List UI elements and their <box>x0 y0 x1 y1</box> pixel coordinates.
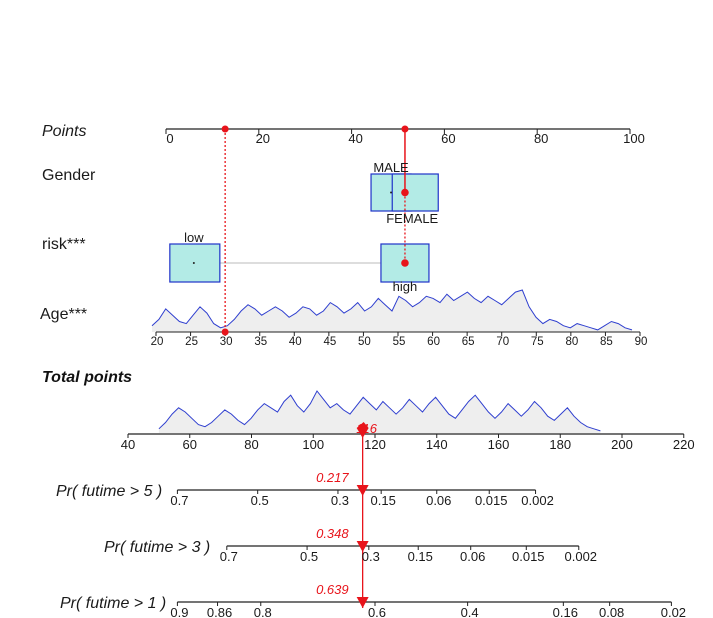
risk-low-label: low <box>184 230 204 245</box>
total-density-line <box>158 390 601 432</box>
prob-tick-label: 0.4 <box>461 605 479 618</box>
total-tick-label: 180 <box>549 437 571 452</box>
points-axis-label: Points <box>42 123 86 140</box>
age-selection-top-marker <box>221 125 229 133</box>
total-tick-label: 200 <box>611 437 633 452</box>
total-tick-label: 140 <box>426 437 448 452</box>
prob-tick-label: 0.015 <box>475 493 508 508</box>
total-points-value: 116 <box>356 421 377 436</box>
prob-label-3yr: Pr( futime > 3 ) <box>104 539 210 556</box>
prob-label-5yr: Pr( futime > 5 ) <box>56 483 162 500</box>
total-tick-label: 160 <box>488 437 510 452</box>
prob-tick-label: 0.7 <box>170 493 188 508</box>
age-tick-label: 30 <box>220 336 233 348</box>
prob-tick-label: 0.15 <box>371 493 396 508</box>
age-tick-label: 55 <box>393 336 406 348</box>
prob-tick-label: 0.9 <box>170 605 188 618</box>
age-tick-label: 40 <box>289 336 302 348</box>
prob-value-label: 0.348 <box>316 526 349 541</box>
points-axis-tick-label: 100 <box>623 131 645 146</box>
age-tick-label: 65 <box>462 336 475 348</box>
points-axis-tick-label: 40 <box>348 131 362 146</box>
gender-female-label: FEMALE <box>386 211 438 226</box>
prob-tick-label: 0.5 <box>251 493 269 508</box>
gender-box-female <box>391 173 439 212</box>
prob-tick-label: 0.86 <box>207 605 232 618</box>
prob-value-label: 0.639 <box>316 582 349 597</box>
chart-tick-labels: 0 20 40 60 80 100 MALE FEMALE low high 20 25 30 35 40 4… <box>121 131 695 618</box>
risk-selection-marker <box>401 259 409 267</box>
prob-tick-label: 0.3 <box>331 493 349 508</box>
risk-high-label: high <box>393 279 418 294</box>
prob-tick-label: 0.02 <box>661 605 686 618</box>
prob-tick-label: 0.06 <box>426 493 451 508</box>
prob-tick-label: 0.6 <box>368 605 386 618</box>
age-tick-label: 50 <box>358 336 371 348</box>
total-tick-label: 60 <box>183 437 197 452</box>
total-tick-label: 100 <box>302 437 324 452</box>
age-tick-label: 85 <box>600 336 613 348</box>
age-tick-label: 75 <box>531 336 544 348</box>
prob-tick-label: 0.002 <box>565 549 598 564</box>
age-tick-label: 25 <box>185 336 198 348</box>
gender-male-label: MALE <box>373 160 409 175</box>
gender-selection-marker <box>401 188 409 197</box>
age-selection-bottom-marker <box>221 328 229 336</box>
total-points-marker <box>356 422 369 438</box>
age-tick-label: 20 <box>151 336 164 348</box>
age-tick-label: 90 <box>635 336 648 348</box>
prob-tick-label: 0.16 <box>553 605 578 618</box>
age-label: Age*** <box>40 306 87 323</box>
prob-tick-label: 0.08 <box>599 605 624 618</box>
prob-tick-label: 0.002 <box>521 493 554 508</box>
prob-tick-label: 0.015 <box>512 549 545 564</box>
gender-selection-top-marker <box>401 125 409 133</box>
age-tick-label: 70 <box>496 336 509 348</box>
total-density-area <box>158 391 601 433</box>
total-tick-label: 120 <box>364 437 386 452</box>
age-tick-label: 80 <box>565 336 578 348</box>
gender-male-center <box>390 191 393 194</box>
prob-marker <box>356 597 369 608</box>
prob-value-label: 0.217 <box>316 470 349 485</box>
age-tick-label: 35 <box>254 336 267 348</box>
chart-marks <box>127 125 685 608</box>
risk-label: risk*** <box>42 236 86 253</box>
total-points-label: Total points <box>42 369 132 386</box>
prob-tick-label: 0.5 <box>300 549 318 564</box>
prob-label-1yr: Pr( futime > 1 ) <box>60 595 166 612</box>
prob-tick-label: 0.8 <box>254 605 272 618</box>
points-axis-tick-label: 20 <box>256 131 270 146</box>
age-density-line <box>151 289 633 331</box>
total-tick-label: 40 <box>121 437 135 452</box>
prob-tick-label: 0.06 <box>460 549 485 564</box>
points-axis-tick-label: 0 <box>166 131 173 146</box>
age-tick-label: 45 <box>323 336 336 348</box>
age-tick-label: 60 <box>427 336 440 348</box>
prob-tick-label: 0.7 <box>220 549 238 564</box>
prob-tick-label: 0.3 <box>362 549 380 564</box>
risk-low-center <box>192 262 195 264</box>
gender-label: Gender <box>42 167 96 184</box>
prob-marker <box>356 485 369 496</box>
total-tick-label: 80 <box>244 437 258 452</box>
points-axis-tick-label: 60 <box>441 131 455 146</box>
points-axis-tick-label: 80 <box>534 131 548 146</box>
prob-tick-label: 0.15 <box>408 549 433 564</box>
total-tick-label: 220 <box>673 437 695 452</box>
prob-marker <box>356 541 369 552</box>
